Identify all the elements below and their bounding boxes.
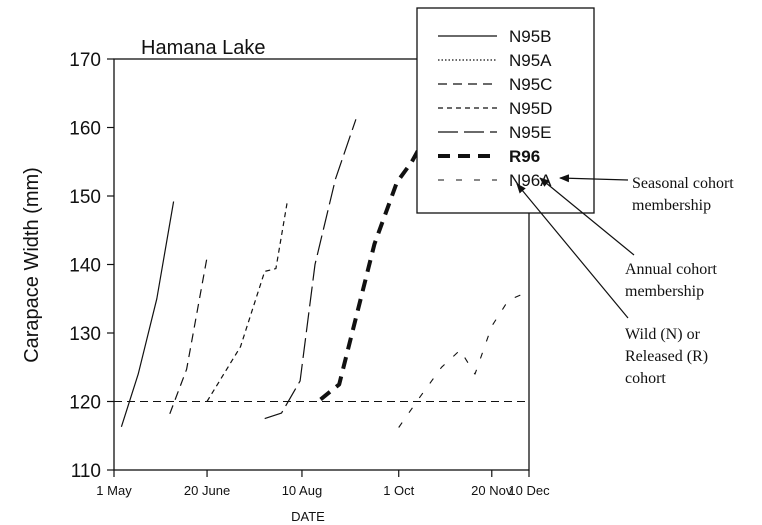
legend-label-n95a: N95A: [509, 51, 552, 70]
chart-title: Hamana Lake: [141, 37, 266, 59]
legend-label-n95e: N95E: [509, 123, 552, 142]
legend-label-r96: R96: [509, 147, 540, 166]
annotation-wild-released: Wild (N) or Released (R) cohort: [625, 326, 708, 387]
annotation-wild-line3: cohort: [625, 370, 666, 387]
y-tick-label: 140: [69, 256, 101, 277]
series-line-n95c: [169, 257, 208, 415]
x-tick-label: 10 Aug: [282, 483, 323, 498]
x-tick-label: 10 Dec: [508, 483, 550, 498]
series-group: [120, 119, 522, 428]
y-axis-ticks: 110 120 130 140 150 160 170: [69, 50, 114, 482]
legend-label-n96a: N96A: [509, 171, 552, 190]
annotation-wild-line2: Released (R): [625, 348, 708, 365]
x-tick-label: 1 May: [96, 483, 132, 498]
arrow-annual: [539, 177, 635, 256]
annotation-annual-line1: Annual cohort: [625, 261, 718, 278]
y-tick-label: 170: [69, 50, 101, 71]
annotation-seasonal: Seasonal cohort membership: [632, 175, 734, 214]
series-line-n95d: [206, 202, 288, 402]
x-axis-title: DATE: [291, 509, 325, 524]
x-tick-label: 1 Oct: [383, 483, 414, 498]
annotation-seasonal-line2: membership: [632, 197, 711, 214]
y-tick-label: 120: [69, 393, 101, 414]
arrow-wild-released: [516, 183, 629, 319]
x-tick-label: 20 Nov: [471, 483, 513, 498]
series-line-r96: [319, 123, 434, 401]
y-axis-title: Carapace Width (mm): [21, 167, 43, 363]
x-tick-label: 20 June: [184, 483, 230, 498]
arrow-seasonal: [559, 174, 629, 183]
legend-box: [416, 7, 595, 214]
legend: N95B N95A N95C N95D N95E R96 N96A: [438, 27, 552, 190]
legend-label-n95c: N95C: [509, 75, 552, 94]
y-tick-label: 160: [69, 119, 101, 140]
legend-label-n95b: N95B: [509, 27, 552, 46]
annotation-annual-line2: membership: [625, 283, 704, 300]
series-line-n95e: [264, 119, 357, 420]
series-line-n96a: [398, 294, 522, 428]
annotation-wild-line1: Wild (N) or: [625, 326, 701, 343]
y-tick-label: 150: [69, 187, 101, 208]
legend-label-n95d: N95D: [509, 99, 552, 118]
y-tick-label: 110: [71, 461, 101, 482]
series-line-n95b: [120, 201, 175, 427]
annotation-seasonal-line1: Seasonal cohort: [632, 175, 734, 192]
annotation-annual: Annual cohort membership: [625, 261, 718, 300]
y-tick-label: 130: [69, 324, 101, 345]
